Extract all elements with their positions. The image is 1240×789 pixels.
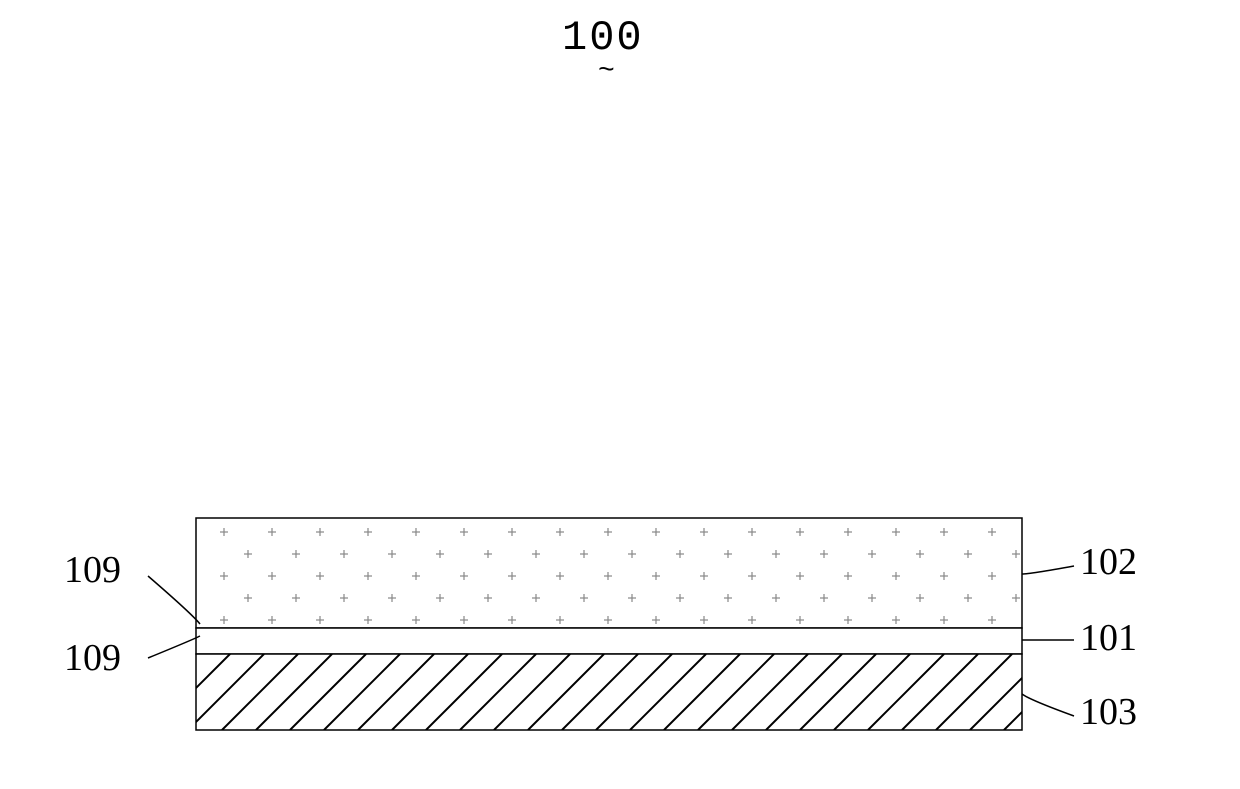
leader-line — [1022, 694, 1074, 716]
layer101 — [196, 628, 1022, 654]
callout-109-top: 109 — [64, 548, 121, 592]
leader-line — [148, 576, 200, 624]
callout-101: 101 — [1080, 616, 1137, 660]
leader-line — [1022, 566, 1074, 574]
callout-103: 103 — [1080, 690, 1137, 734]
callout-102: 102 — [1080, 540, 1137, 584]
leader-line — [148, 636, 200, 658]
diagram-svg — [0, 0, 1240, 789]
callout-109-bottom: 109 — [64, 636, 121, 680]
